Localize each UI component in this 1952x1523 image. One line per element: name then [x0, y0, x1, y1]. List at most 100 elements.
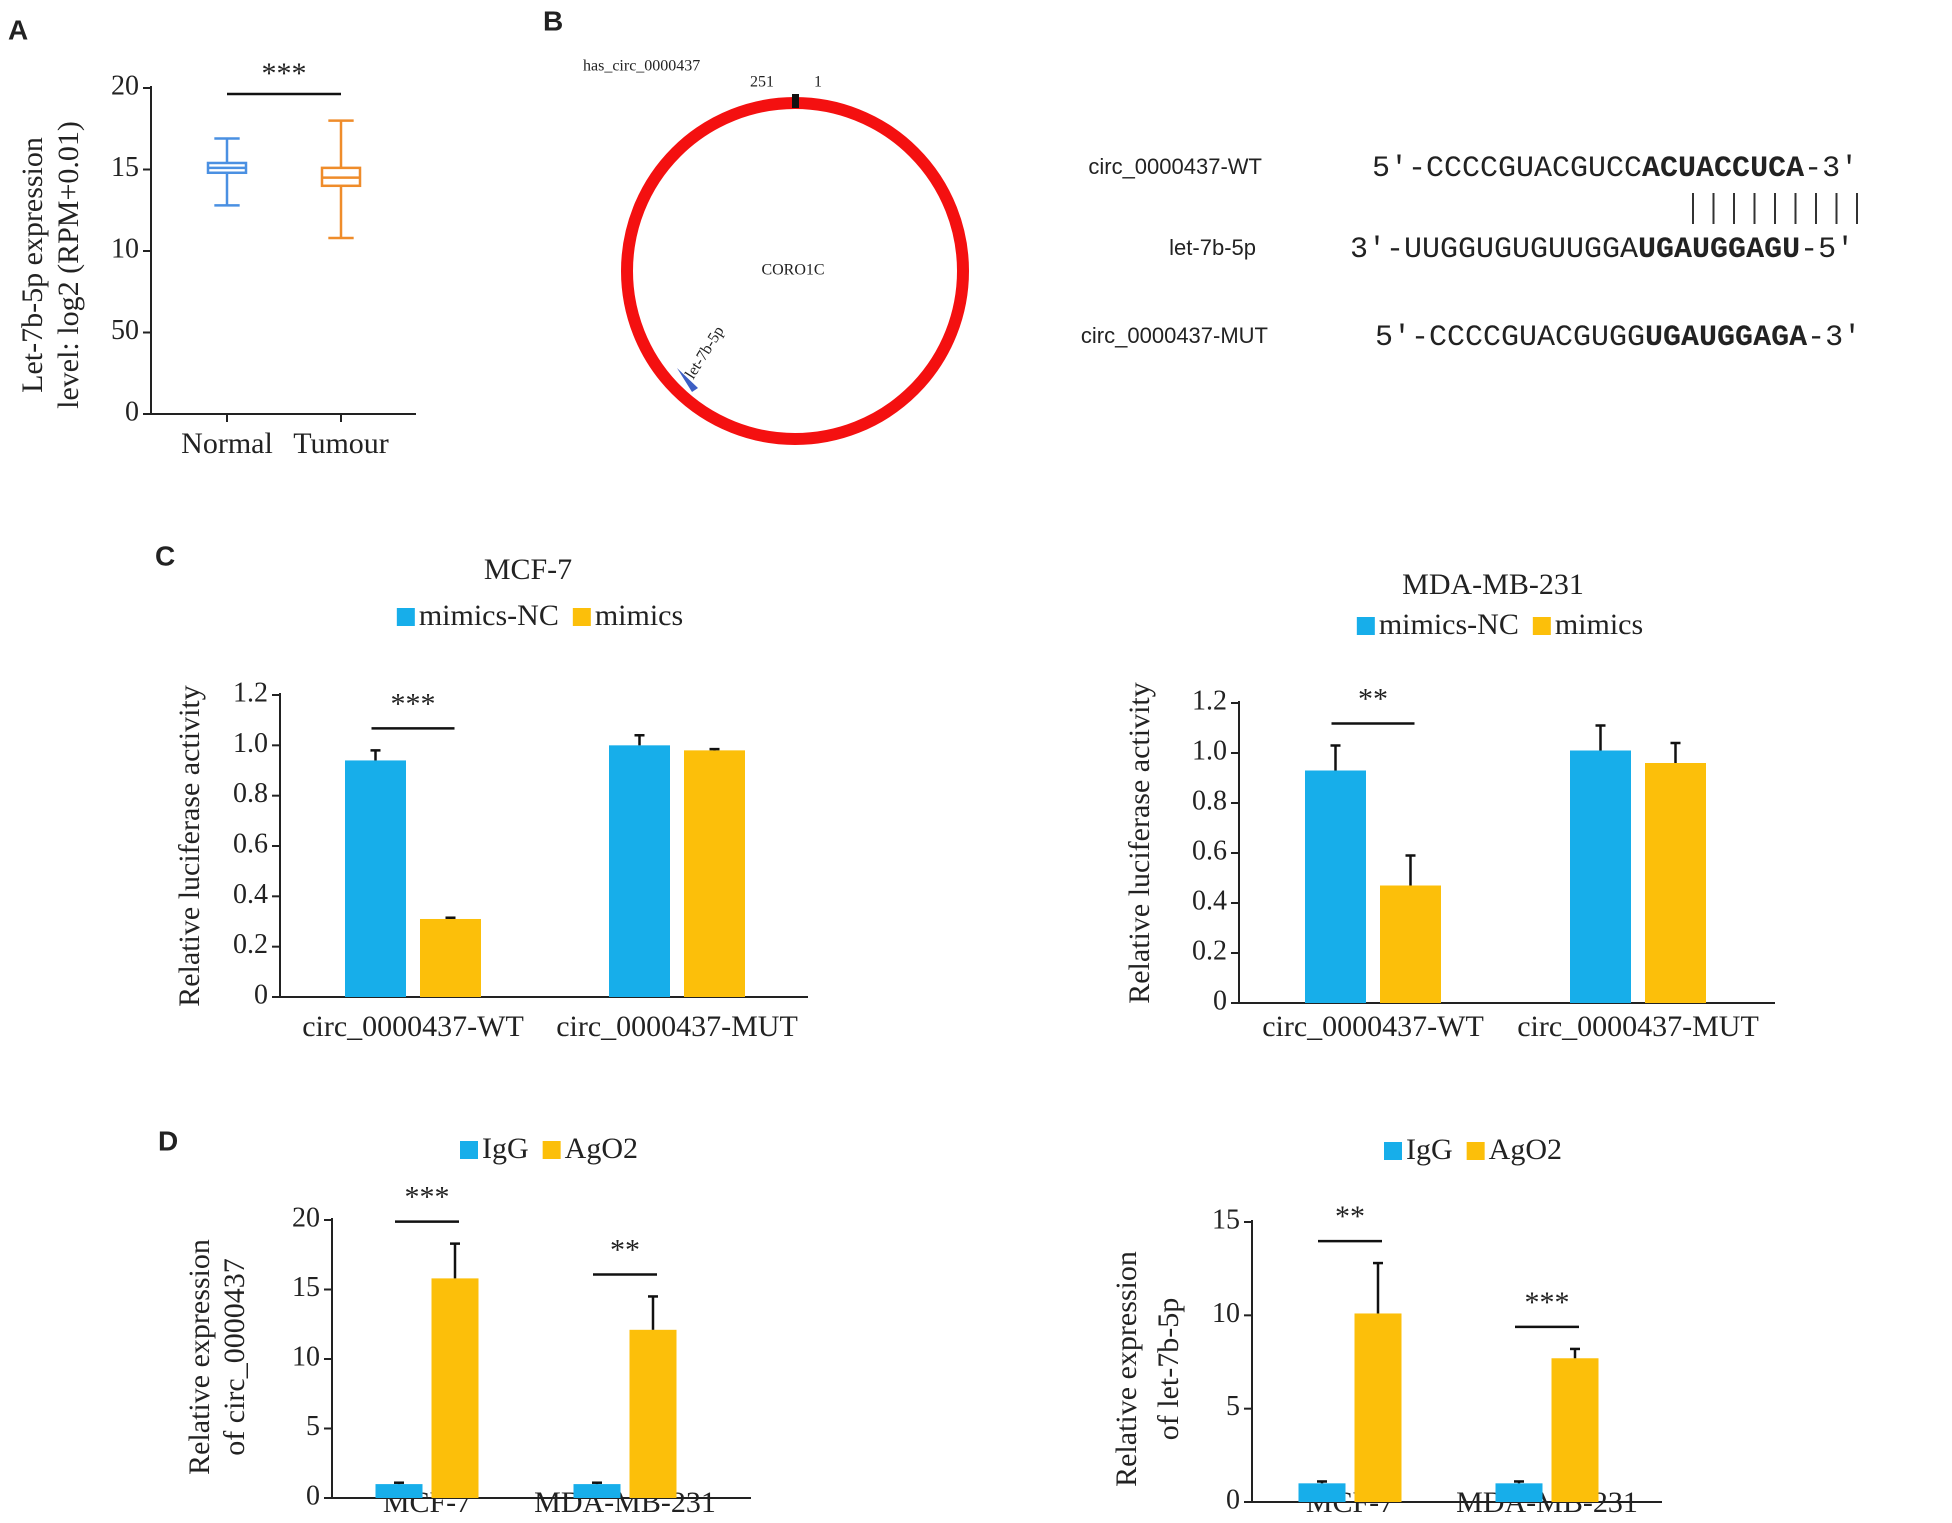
- site-label: let-7b-5p: [682, 323, 727, 382]
- y-tick-label: 10: [1212, 1298, 1240, 1329]
- binding-site: [677, 368, 698, 392]
- x-tick-label: circ_0000437-WT: [1262, 1010, 1484, 1043]
- significance: ***: [1525, 1286, 1570, 1319]
- bar: [1380, 885, 1441, 1003]
- bar: [1645, 763, 1706, 1003]
- gene-label: CORO1C: [761, 262, 824, 279]
- x-tick-label: circ_0000437-WT: [302, 1010, 524, 1043]
- sequence: 5′-CCCCGUACGUCCACUACCUCA-3′: [1372, 152, 1858, 186]
- legend-swatch: [572, 608, 591, 626]
- y-tick-label: 15: [292, 1272, 320, 1303]
- bar: [629, 1329, 677, 1498]
- bar: [1551, 1358, 1599, 1502]
- bar: [375, 1484, 423, 1498]
- y-tick-label: 0.6: [233, 828, 268, 859]
- legend-swatch: [1384, 1142, 1402, 1160]
- legend-label: AgO2: [1489, 1133, 1562, 1166]
- row-label: let-7b-5p: [1169, 235, 1256, 260]
- significance: **: [610, 1233, 640, 1266]
- legend: mimics-NC mimics: [1356, 608, 1643, 641]
- legend-label: mimics-NC: [419, 599, 559, 632]
- legend-swatch: [460, 1141, 478, 1159]
- legend: IgG AgO2: [460, 1132, 638, 1165]
- legend: IgG AgO2: [1384, 1133, 1562, 1166]
- legend-swatch: [1466, 1142, 1485, 1160]
- y-axis-label: of let-7b-5p: [1152, 1298, 1185, 1440]
- legend-label: IgG: [1406, 1133, 1453, 1166]
- x-tick-label: Tumour: [293, 427, 389, 460]
- end-label: 1: [814, 74, 822, 91]
- seq-part: 5′-CCCCGUACGUGG: [1375, 321, 1645, 355]
- y-tick-label: 5: [306, 1411, 320, 1442]
- y-tick-label: 50: [111, 315, 139, 346]
- seq-part: ACUACCUCA: [1642, 152, 1804, 186]
- seq-part: -3′: [1807, 321, 1861, 355]
- x-tick-label: circ_0000437-MUT: [556, 1010, 798, 1043]
- row-label: circ_0000437-MUT: [1081, 323, 1268, 348]
- x-tick-label: Normal: [181, 427, 273, 460]
- bar: [1495, 1483, 1543, 1502]
- seq-part: 5′-CCCCGUACGUCC: [1372, 152, 1642, 186]
- y-tick-label: 1.0: [233, 728, 268, 759]
- y-axis-label: Relative expression: [183, 1239, 216, 1475]
- bar: [420, 918, 481, 997]
- y-axis-label: Let-7b-5p expression: [16, 137, 49, 393]
- bar: [345, 760, 406, 997]
- seq-part: -5′: [1800, 233, 1854, 267]
- legend-label: AgO2: [565, 1132, 638, 1165]
- start-label: 251: [750, 74, 774, 91]
- seq-part: -3′: [1804, 152, 1858, 186]
- bar: [431, 1278, 479, 1498]
- seq-part: UGAUGGAGU: [1638, 233, 1800, 267]
- y-axis-label: of circ_0000437: [218, 1258, 251, 1455]
- y-tick-label: 0.2: [233, 929, 268, 960]
- y-tick-label: 20: [111, 70, 139, 101]
- y-tick-label: 0: [125, 396, 139, 427]
- legend-label: mimics-NC: [1379, 608, 1519, 641]
- significance: ***: [262, 57, 307, 90]
- y-axis-label: level: log2 (RPM+0.01): [52, 121, 85, 409]
- bar: [684, 750, 745, 997]
- legend-label: mimics: [1555, 608, 1643, 641]
- bar: [1305, 770, 1366, 1003]
- x-tick-label: MDA-MB-231: [1456, 1486, 1638, 1519]
- y-tick-label: 15: [1212, 1204, 1240, 1235]
- bar: [573, 1484, 621, 1498]
- bar: [609, 745, 670, 997]
- bar: [1354, 1313, 1402, 1502]
- x-tick-label: MDA-MB-231: [534, 1486, 716, 1519]
- y-tick-label: 0.8: [1192, 785, 1227, 816]
- junction: [792, 94, 799, 108]
- y-tick-label: 0.4: [233, 879, 268, 910]
- y-tick-label: 1.2: [1192, 685, 1227, 716]
- legend: mimics-NC mimics: [396, 599, 683, 632]
- y-axis-label: Relative expression: [1110, 1251, 1143, 1487]
- y-tick-label: 1.2: [233, 677, 268, 708]
- panel-label: A: [8, 14, 28, 45]
- y-tick-label: 0: [1226, 1484, 1240, 1515]
- chart-title: MDA-MB-231: [1402, 568, 1584, 601]
- y-tick-label: 15: [111, 152, 139, 183]
- y-tick-label: 10: [111, 233, 139, 264]
- y-tick-label: 0: [254, 979, 268, 1010]
- panel-label: B: [543, 5, 563, 36]
- y-tick-label: 10: [292, 1341, 320, 1372]
- legend-swatch: [396, 608, 415, 626]
- legend-swatch: [1356, 617, 1375, 635]
- significance: ***: [391, 687, 436, 720]
- y-tick-label: 5: [1226, 1391, 1240, 1422]
- base-pairs: [1692, 193, 1858, 224]
- seq-part: UGAUGGAGA: [1645, 321, 1807, 355]
- circ-name: has_circ_0000437: [583, 58, 700, 75]
- significance: **: [1335, 1200, 1365, 1233]
- y-axis-label: Relative luciferase activity: [1123, 682, 1156, 1004]
- legend-label: mimics: [595, 599, 683, 632]
- seq-part: 3′-UUGGUGUGUUGGA: [1350, 233, 1638, 267]
- sequence: 3′-UUGGUGUGUUGGAUGAUGGAGU-5′: [1350, 233, 1854, 267]
- y-tick-label: 1.0: [1192, 735, 1227, 766]
- legend-swatch: [542, 1141, 561, 1159]
- chart-title: MCF-7: [484, 553, 572, 586]
- x-tick-label: circ_0000437-MUT: [1517, 1010, 1759, 1043]
